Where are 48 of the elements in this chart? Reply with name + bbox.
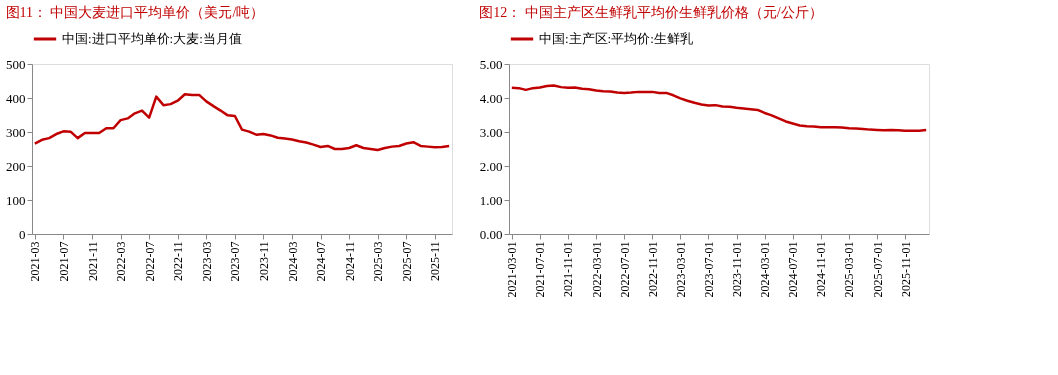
x-tick-label: 2025-11-01	[898, 241, 913, 298]
y-tick-label: 500	[6, 56, 26, 72]
y-tick-label: 400	[6, 90, 26, 106]
x-tick-label: 2025-03-01	[842, 241, 857, 298]
y-tick-label: 1.00	[479, 192, 503, 208]
line-series	[33, 93, 451, 152]
y-tick-label: 200	[6, 158, 26, 174]
x-tick-label: 2024-07	[314, 241, 329, 282]
x-tick-label: 2023-07	[228, 241, 243, 282]
x-tick-label: 2024-03	[285, 241, 300, 282]
x-tick-label: 2025-07	[399, 241, 414, 282]
chart-title: 图12： 中国主产区生鲜乳平均价生鲜乳价格（元/公斤）	[479, 5, 823, 20]
x-tick-label: 2025-03	[371, 241, 386, 282]
x-tick-label: 2021-07	[56, 241, 71, 282]
chart-title: 图11： 中国大麦进口平均单价（美元/吨）	[5, 5, 265, 20]
y-tick-label: 0.00	[479, 226, 503, 242]
y-tick-label: 0	[19, 226, 26, 242]
x-tick-label: 2021-03	[28, 241, 43, 282]
legend-label: 中国:进口平均单价:大麦:当月值	[62, 31, 242, 46]
x-tick-label: 2022-11-01	[645, 241, 660, 298]
x-tick-label: 2024-03-01	[758, 241, 773, 298]
legend-label: 中国:主产区:平均价:生鲜乳	[539, 31, 693, 46]
x-tick-label: 2023-03	[199, 241, 214, 282]
x-tick-label: 2023-11	[256, 241, 271, 282]
x-tick-label: 2021-11-01	[561, 241, 576, 298]
y-tick-label: 4.00	[479, 90, 503, 106]
y-tick-label: 3.00	[479, 124, 503, 140]
x-tick-label: 2023-03-01	[673, 241, 688, 298]
x-tick-label: 2023-11-01	[730, 241, 745, 298]
y-tick-label: 2.00	[479, 158, 503, 174]
x-tick-label: 2024-11	[342, 241, 357, 282]
x-tick-label: 2023-07-01	[701, 241, 716, 298]
x-tick-label: 2021-07-01	[533, 241, 548, 298]
x-tick-label: 2022-11	[171, 241, 186, 282]
x-tick-label: 2021-03-01	[505, 241, 520, 298]
line-series	[510, 84, 928, 132]
x-tick-label: 2021-11	[85, 241, 100, 282]
x-tick-label: 2022-07-01	[617, 241, 632, 298]
x-tick-label: 2022-07	[142, 241, 157, 282]
y-tick-label: 300	[6, 124, 26, 140]
x-tick-label: 2024-11-01	[814, 241, 829, 298]
y-tick-label: 5.00	[479, 56, 503, 72]
x-tick-label: 2024-07-01	[786, 241, 801, 298]
y-tick-label: 100	[6, 192, 26, 208]
x-tick-label: 2022-03-01	[589, 241, 604, 298]
x-tick-label: 2022-03	[114, 241, 129, 282]
x-tick-label: 2025-07-01	[870, 241, 885, 298]
x-tick-label: 2025-11	[428, 241, 443, 282]
